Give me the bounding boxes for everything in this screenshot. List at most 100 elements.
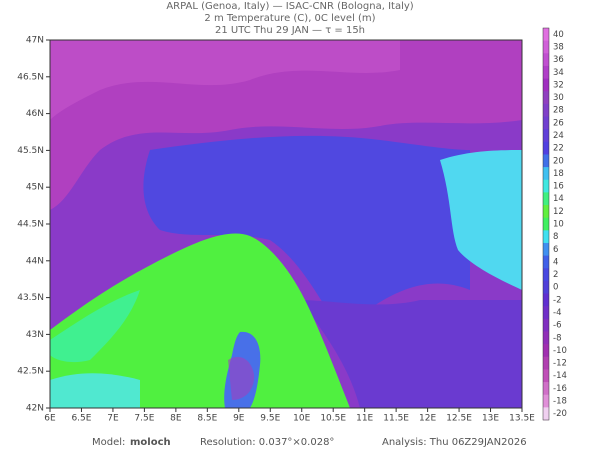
colorbar-swatch: [543, 40, 549, 54]
colorbar-label: 14: [553, 194, 564, 204]
lon-label: 8.5E: [197, 414, 217, 424]
colorbar-label: 2: [553, 270, 558, 280]
colorbar-label: 8: [553, 232, 558, 242]
colorbar-label: -2: [553, 295, 561, 305]
colorbar-swatch: [543, 205, 549, 219]
colorbar-swatch: [543, 78, 549, 92]
lat-label: 44.5N: [17, 220, 44, 230]
colorbar-label: -16: [553, 384, 567, 394]
colorbar-label: 34: [553, 68, 564, 78]
colorbar-label: 32: [553, 80, 564, 90]
colorbar-swatch: [543, 217, 549, 231]
colorbar-swatch: [543, 268, 549, 282]
colorbar-label: 40: [553, 30, 564, 40]
lon-label: 7E: [107, 414, 119, 424]
lon-label: 12E: [419, 414, 436, 424]
colorbar-label: 16: [553, 182, 564, 192]
lat-label: 45N: [26, 183, 44, 193]
colorbar-swatch: [543, 407, 549, 421]
colorbar-swatch: [543, 382, 549, 396]
colorbar-label: 24: [553, 131, 564, 141]
footer-analysis: Analysis: Thu 06Z29JAN2026: [382, 437, 527, 448]
colorbar-label: 28: [553, 106, 564, 116]
lat-label: 43N: [26, 330, 44, 340]
colorbar-swatch: [543, 129, 549, 143]
lon-label: 6.5E: [71, 414, 91, 424]
lat-label: 46.5N: [17, 72, 44, 82]
lat-label: 42N: [26, 404, 44, 414]
colorbar-swatch: [543, 369, 549, 383]
lat-label: 47N: [26, 36, 44, 46]
colorbar-swatch: [543, 65, 549, 80]
colorbar-label: 6: [553, 245, 558, 255]
colorbar-label: 22: [553, 144, 564, 154]
lon-label: 13E: [482, 414, 499, 424]
colorbar-swatch: [543, 141, 549, 155]
colorbar-swatch: [543, 394, 549, 408]
colorbar-label: 4: [553, 257, 558, 267]
footer-model: moloch: [130, 437, 171, 448]
header-line: ARPAL (Genoa, Italy) — ISAC-CNR (Bologna…: [166, 1, 413, 12]
lon-label: 9.5E: [260, 414, 280, 424]
colorbar-frame: [542, 27, 550, 421]
map-field: [49, 39, 523, 409]
colorbar-label: -20: [553, 409, 567, 419]
colorbar-swatch: [543, 53, 549, 67]
colorbar-swatch: [543, 116, 549, 130]
lon-label: 9E: [233, 414, 245, 424]
lon-label: 7.5E: [134, 414, 154, 424]
colorbar-swatch: [543, 230, 549, 244]
colorbar-swatch: [543, 103, 549, 118]
colorbar-label: 38: [553, 42, 564, 52]
lat-label: 42.5N: [17, 367, 44, 377]
lon-label: 11E: [356, 414, 373, 424]
colorbar-swatch: [543, 255, 549, 269]
colorbar-label: 18: [553, 169, 564, 179]
colorbar-swatch: [543, 192, 549, 206]
colorbar: 4038363432302826242220181614121086420-2-…: [542, 27, 567, 421]
colorbar-label: 26: [553, 118, 564, 128]
lon-label: 12.5E: [446, 414, 472, 424]
lon-label: 6E: [44, 414, 56, 424]
colorbar-swatch: [543, 306, 549, 320]
lon-label: 11.5E: [383, 414, 409, 424]
header-line: 2 m Temperature (C), 0C level (m): [204, 13, 375, 24]
colorbar-label: -8: [553, 333, 561, 343]
colorbar-swatch: [543, 344, 549, 358]
lon-labels: 6E 6.5E 7E 7.5E 8E 8.5E 9E 9.5E 10E 10.5E 11E 11.5E…: [44, 408, 535, 424]
lat-label: 46N: [26, 109, 44, 119]
colorbar-label: 10: [553, 220, 564, 230]
colorbar-swatch: [543, 293, 549, 307]
lat-label: 43.5N: [17, 293, 44, 303]
colorbar-swatch: [543, 356, 549, 370]
colorbar-swatch: [543, 28, 549, 42]
colorbar-label: -6: [553, 321, 561, 331]
footer-model-label: Model:: [92, 437, 125, 448]
colorbar-label: -4: [553, 308, 561, 318]
colorbar-label: 0: [553, 283, 558, 293]
colorbar-swatch: [543, 179, 549, 193]
colorbar-swatch: [543, 154, 549, 168]
lat-labels: 47N 46.5N 46N 45.5N 45N 44.5N 44N 43.5N 43N 42.5N…: [17, 36, 50, 414]
lat-label: 45.5N: [17, 146, 44, 156]
colorbar-label: -14: [553, 371, 567, 381]
colorbar-label: 30: [553, 93, 564, 103]
colorbar-swatch: [543, 280, 549, 295]
colorbar-label: 36: [553, 55, 564, 65]
header-line: 21 UTC Thu 29 JAN — τ = 15h: [215, 25, 365, 36]
footer-resolution: Resolution: 0.037°×0.028°: [200, 437, 334, 448]
lon-label: 10.5E: [320, 414, 346, 424]
colorbar-label: 20: [553, 156, 564, 166]
colorbar-swatch: [543, 91, 549, 105]
lat-label: 44N: [26, 256, 44, 266]
colorbar-label: -18: [553, 397, 567, 407]
colorbar-swatch: [543, 331, 549, 345]
colorbar-label: -12: [553, 359, 567, 369]
colorbar-label: -10: [553, 346, 567, 356]
colorbar-swatch: [543, 318, 549, 332]
colorbar-label: 12: [553, 207, 564, 217]
colorbar-swatch: [543, 167, 549, 181]
colorbar-swatch: [543, 242, 549, 257]
